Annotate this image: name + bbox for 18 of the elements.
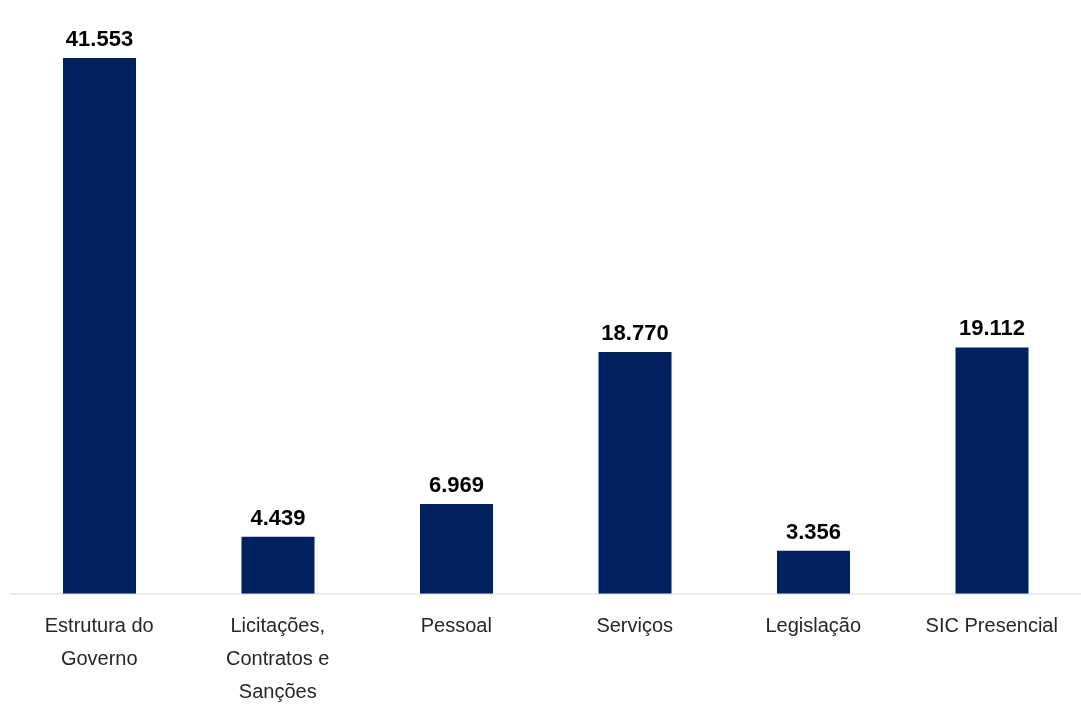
bar [598,351,672,594]
bar [420,504,493,594]
x-tick-label: Estrutura do Governo [44,614,154,669]
data-label: 41.553 [65,26,134,51]
bar [241,536,315,594]
x-tick-label: Pessoal [420,614,492,636]
x-tick-label: SIC Presencial [925,614,1058,636]
bar [63,58,136,594]
bar [955,347,1029,594]
x-tick-label: Legislação [765,614,862,636]
data-label: 6.969 [428,472,485,498]
data-label: 4.439 [250,504,306,530]
data-label: 18.770 [601,319,669,345]
data-label: 19.112 [958,315,1026,341]
data-label: 3.356 [785,518,842,544]
x-tick-label: Serviços [596,614,674,636]
bar [777,550,850,594]
x-tick-label: Licitações, Contratos e Sanções [226,614,330,702]
